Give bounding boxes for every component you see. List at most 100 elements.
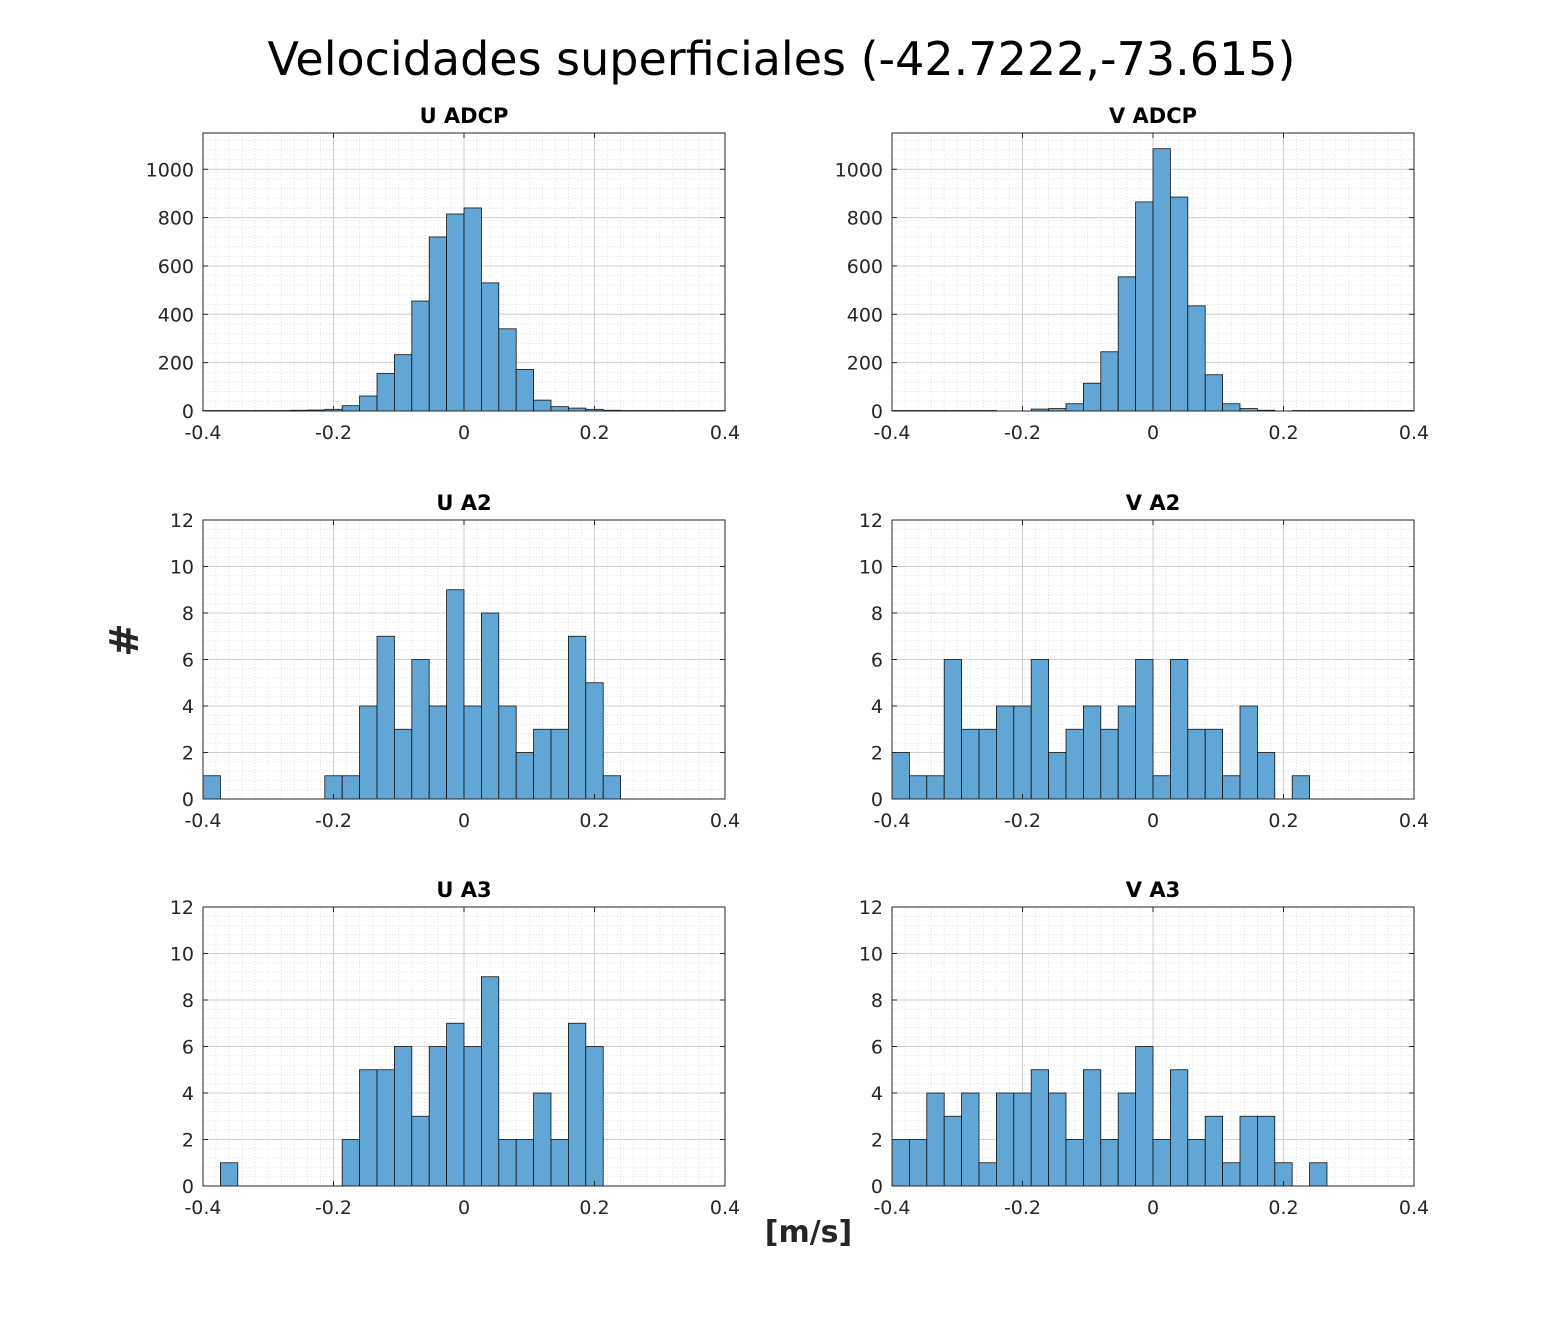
bar <box>498 1139 517 1187</box>
bar <box>909 775 928 800</box>
subplot-title: V A2 <box>1126 491 1180 515</box>
y-tick-label: 6 <box>871 1037 883 1059</box>
bar <box>961 1092 980 1187</box>
subplot-u-a2: -0.4 -0.2 0 0.2 0.4 0 2 4 6 8 10 12 U A2 <box>170 491 740 832</box>
bar <box>1257 752 1276 800</box>
bar <box>1135 659 1154 800</box>
subplot-u-adcp: -0.4 -0.2 0 0.2 0.4 0 200 400 600 800 1000 U ADCP <box>146 104 740 444</box>
subplot-title: U A2 <box>436 491 491 515</box>
x-tick-label: 0 <box>1147 1197 1159 1219</box>
y-tick-label: 8 <box>182 603 194 625</box>
bar <box>463 207 482 412</box>
bar <box>393 1046 413 1187</box>
bar <box>515 369 535 412</box>
bar <box>359 1069 378 1187</box>
bar <box>533 399 552 412</box>
bar <box>1170 196 1189 412</box>
bar <box>393 354 413 412</box>
y-tick-label: 10 <box>859 944 883 966</box>
ticks-u-a3: -0.4 -0.2 0 0.2 0.4 0 2 4 6 8 10 12 <box>170 897 740 1219</box>
bar <box>1083 705 1102 800</box>
bar <box>428 1046 448 1187</box>
bar <box>1013 705 1032 800</box>
subplot-v-a3: -0.4 -0.2 0 0.2 0.4 0 2 4 6 8 10 12 V A3 <box>859 878 1429 1219</box>
bar <box>1222 403 1241 412</box>
y-tick-label: 4 <box>871 696 883 718</box>
bar <box>1048 1092 1067 1187</box>
bar <box>1187 1139 1206 1187</box>
subplot-title: U ADCP <box>420 104 509 128</box>
bar <box>480 282 500 412</box>
y-tick-label: 400 <box>847 304 883 326</box>
bar <box>480 612 500 800</box>
y-tick-label: 4 <box>871 1083 883 1105</box>
bar <box>515 752 535 800</box>
bar <box>359 395 378 412</box>
bar <box>1117 1092 1136 1187</box>
bars-u-a2 <box>202 589 622 800</box>
bars-u-a3 <box>219 976 604 1187</box>
bar <box>585 1046 604 1187</box>
bar <box>1100 1139 1119 1187</box>
x-tick-label: 0.2 <box>579 422 609 444</box>
x-tick-label: 0 <box>1147 422 1159 444</box>
bar <box>1030 659 1049 800</box>
bar <box>550 728 569 800</box>
y-tick-label: 6 <box>182 650 194 672</box>
subplot-title: V A3 <box>1126 878 1180 902</box>
x-tick-label: 0.4 <box>710 422 740 444</box>
y-tick-label: 0 <box>871 401 883 423</box>
y-tick-label: 2 <box>182 743 194 765</box>
y-tick-label: 2 <box>871 743 883 765</box>
y-tick-label: 10 <box>859 557 883 579</box>
subplot-u-a3: -0.4 -0.2 0 0.2 0.4 0 2 4 6 8 10 12 U A3 <box>170 878 740 1219</box>
bar <box>341 405 361 412</box>
y-tick-label: 600 <box>847 256 883 278</box>
bar <box>1239 1115 1258 1187</box>
bar <box>515 1139 535 1187</box>
y-tick-label: 400 <box>158 304 194 326</box>
bar <box>1030 1069 1049 1187</box>
bar <box>1170 1069 1189 1187</box>
x-tick-label: -0.4 <box>873 422 910 444</box>
bar <box>1100 351 1119 412</box>
y-tick-label: 800 <box>158 208 194 230</box>
subplot-title: V ADCP <box>1109 104 1197 128</box>
x-axis-label: [m/s] <box>764 1215 853 1250</box>
bar <box>1170 659 1189 800</box>
x-tick-label: -0.2 <box>1004 810 1041 832</box>
y-tick-label: 12 <box>170 897 194 919</box>
bar <box>533 1092 552 1187</box>
bar <box>891 1139 910 1187</box>
x-tick-label: 0.2 <box>579 1197 609 1219</box>
bar <box>480 976 500 1187</box>
y-tick-label: 8 <box>871 603 883 625</box>
bar <box>428 236 448 412</box>
bar <box>1222 775 1241 800</box>
x-tick-label: -0.4 <box>873 1197 910 1219</box>
bar <box>498 328 517 412</box>
y-tick-label: 1000 <box>146 159 194 181</box>
x-tick-label: 0.2 <box>1268 422 1298 444</box>
x-tick-label: -0.4 <box>184 422 221 444</box>
bar <box>376 635 395 800</box>
bar <box>1257 1115 1276 1187</box>
bar <box>926 775 945 800</box>
bar <box>1204 728 1223 800</box>
x-tick-label: -0.2 <box>315 422 352 444</box>
y-tick-label: 12 <box>859 510 883 532</box>
x-tick-label: 0.2 <box>579 810 609 832</box>
bar <box>1291 775 1310 800</box>
bar <box>550 1139 569 1187</box>
bar <box>996 1092 1015 1187</box>
bar <box>1204 1115 1223 1187</box>
y-tick-label: 0 <box>871 1176 883 1198</box>
y-tick-label: 10 <box>170 944 194 966</box>
bar <box>1187 305 1206 412</box>
y-tick-label: 0 <box>182 789 194 811</box>
bar <box>463 1046 482 1187</box>
bar <box>446 213 465 412</box>
bars-v-a2 <box>891 659 1310 800</box>
bar <box>1135 201 1154 412</box>
ticks-v-a3: -0.4 -0.2 0 0.2 0.4 0 2 4 6 8 10 12 <box>859 897 1429 1219</box>
